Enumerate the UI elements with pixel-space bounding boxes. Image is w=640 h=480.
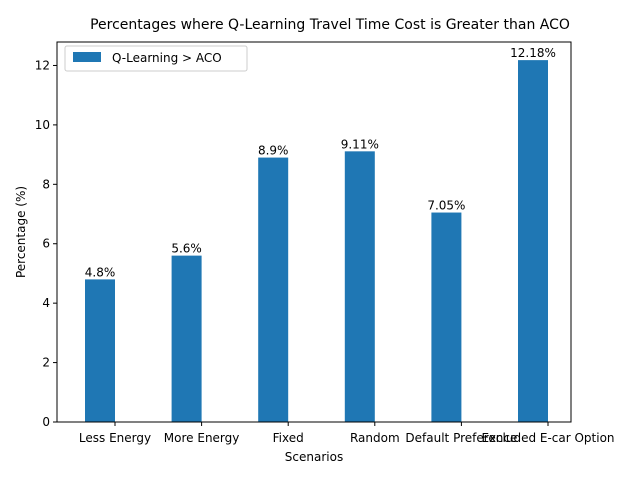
y-tick-label: 8 <box>42 177 50 191</box>
bar <box>171 255 202 422</box>
x-tick-label: More Energy <box>164 431 240 445</box>
y-tick-label: 10 <box>35 118 50 132</box>
legend-box <box>64 45 248 72</box>
y-tick-label: 2 <box>42 356 50 370</box>
bar <box>258 157 289 423</box>
bar-value-label: 9.11% <box>341 137 379 151</box>
x-tick-label: Excluded E-car Option <box>481 431 614 445</box>
x-tick-label: Default Preference <box>405 431 517 445</box>
y-tick-label: 6 <box>42 237 50 251</box>
bar <box>85 279 115 422</box>
x-tick-label: Random <box>350 431 400 445</box>
legend-swatch <box>73 52 101 62</box>
chart-title: Percentages where Q-Learning Travel Time… <box>90 17 570 33</box>
x-tick-label: Fixed <box>273 431 304 445</box>
legend-label: Q-Learning > ACO <box>112 51 222 65</box>
y-axis-label: Percentage (%) <box>14 186 28 278</box>
bar-value-label: 7.05% <box>427 199 465 213</box>
y-tick-label: 4 <box>42 296 50 310</box>
plot-frame <box>56 41 572 423</box>
bar-value-label: 5.6% <box>171 242 202 256</box>
bar <box>518 60 548 422</box>
bar <box>431 212 462 422</box>
bar <box>344 151 375 422</box>
y-tick-label: 0 <box>42 415 50 429</box>
bar-value-label: 8.9% <box>258 144 289 158</box>
bar-value-label: 12.18% <box>510 46 556 60</box>
x-axis-label: Scenarios <box>285 450 343 464</box>
x-tick-label: Less Energy <box>79 431 151 445</box>
legend: Q-Learning > ACO <box>64 45 248 72</box>
bar-value-label: 4.8% <box>85 265 116 279</box>
y-tick-label: 12 <box>35 58 50 72</box>
